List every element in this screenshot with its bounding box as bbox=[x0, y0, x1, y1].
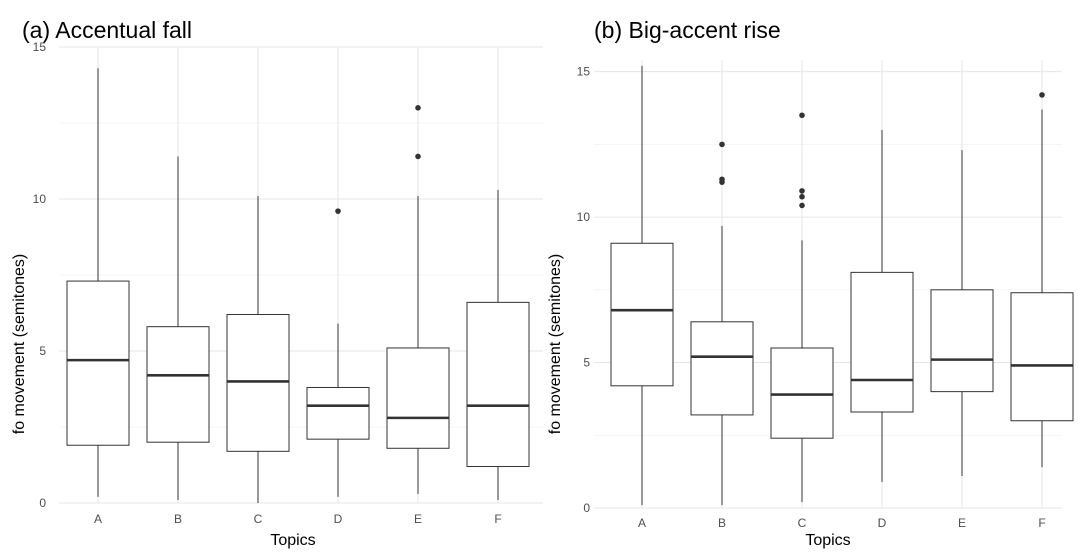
box-iqr bbox=[466, 301, 530, 468]
outlier-point bbox=[415, 153, 421, 160]
outlier-point bbox=[335, 208, 341, 214]
panel-title-b: (b) Big-accent rise bbox=[594, 17, 781, 43]
box-E bbox=[930, 150, 994, 476]
y-tick-label: 5 bbox=[39, 344, 46, 358]
ticks-b: 0 5 10 15 A B C D E F bbox=[577, 65, 1046, 530]
x-tick-label: F bbox=[494, 512, 501, 526]
x-tick-label: A bbox=[94, 512, 102, 526]
box-D bbox=[850, 129, 914, 482]
box-D bbox=[306, 208, 370, 497]
box-iqr bbox=[930, 289, 994, 393]
box-iqr bbox=[146, 326, 210, 443]
x-tick-label: B bbox=[174, 512, 182, 526]
panel-title-a: (a) Accentual fall bbox=[22, 17, 192, 43]
box-iqr bbox=[386, 347, 450, 449]
y-tick-label: 0 bbox=[39, 496, 46, 510]
ticks-a: 0 5 10 15 A B C D E F bbox=[33, 40, 502, 526]
box-B bbox=[690, 141, 754, 506]
box-C bbox=[226, 195, 290, 503]
x-tick-label: E bbox=[414, 512, 422, 526]
box-iqr bbox=[850, 271, 914, 413]
outlier-point bbox=[719, 141, 725, 148]
x-tick-label: C bbox=[254, 512, 263, 526]
boxes-a bbox=[66, 68, 530, 503]
outlier-point bbox=[799, 193, 805, 200]
y-tick-label: 10 bbox=[33, 192, 47, 206]
box-F bbox=[1010, 92, 1074, 468]
outlier-point bbox=[799, 112, 805, 119]
x-tick-label: F bbox=[1038, 516, 1045, 530]
box-iqr bbox=[306, 386, 370, 440]
panel-accentual-fall: (a) Accentual fall Topics fo movement (s… bbox=[11, 17, 543, 549]
outlier-point bbox=[1039, 92, 1045, 98]
box-E bbox=[386, 105, 450, 494]
x-axis-title-a: Topics bbox=[270, 532, 315, 549]
box-iqr bbox=[610, 242, 674, 387]
panel-big-accent-rise: (b) Big-accent rise Topics fo movement (… bbox=[547, 17, 1074, 549]
x-tick-label: A bbox=[638, 516, 646, 530]
y-tick-label: 0 bbox=[583, 501, 590, 515]
boxes-b bbox=[610, 65, 1074, 506]
x-tick-label: E bbox=[958, 516, 966, 530]
x-axis-title-b: Topics bbox=[805, 532, 850, 549]
outlier-point bbox=[719, 176, 725, 183]
x-tick-label: D bbox=[334, 512, 343, 526]
box-C bbox=[770, 112, 834, 503]
y-tick-label: 5 bbox=[583, 356, 590, 370]
y-tick-label: 15 bbox=[577, 65, 591, 79]
outlier-point bbox=[799, 202, 805, 209]
box-A bbox=[610, 65, 674, 506]
box-iqr bbox=[690, 321, 754, 416]
y-tick-label: 10 bbox=[577, 210, 591, 224]
outlier-point bbox=[415, 105, 421, 111]
box-B bbox=[146, 156, 210, 500]
outlier-point bbox=[799, 188, 805, 194]
box-iqr bbox=[66, 280, 130, 446]
y-tick-label: 15 bbox=[33, 40, 47, 54]
x-tick-label: D bbox=[878, 516, 887, 530]
y-axis-title-a: fo movement (semitones) bbox=[11, 254, 28, 435]
box-iqr bbox=[226, 314, 290, 452]
box-iqr bbox=[1010, 292, 1074, 422]
x-tick-label: B bbox=[718, 516, 726, 530]
box-iqr bbox=[770, 347, 834, 439]
y-axis-title-b: fo movement (semitones) bbox=[547, 254, 564, 435]
box-A bbox=[66, 68, 130, 497]
box-F bbox=[466, 189, 530, 500]
x-tick-label: C bbox=[798, 516, 807, 530]
